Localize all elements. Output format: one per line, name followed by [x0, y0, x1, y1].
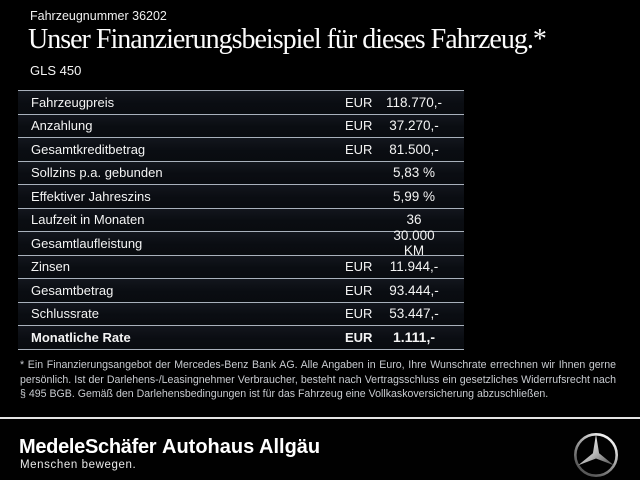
row-label: Monatliche Rate: [31, 329, 131, 345]
table-row: Anzahlung EUR 37.270,-: [18, 113, 464, 137]
row-currency: EUR: [345, 306, 373, 322]
row-value: 5,83 %: [392, 165, 436, 181]
table-row: Sollzins p.a. gebunden 5,83 %: [18, 160, 464, 184]
table-row: Gesamtbetrag EUR 93.444,-: [18, 278, 464, 302]
row-label: Effektiver Jahreszins: [31, 188, 151, 204]
row-label: Laufzeit in Monaten: [31, 212, 145, 228]
row-label: Sollzins p.a. gebunden: [31, 165, 163, 181]
row-label: Schlussrate: [31, 306, 99, 322]
row-value: 118.770,-: [385, 94, 443, 110]
table-row: Fahrzeugpreis EUR 118.770,-: [18, 90, 464, 114]
row-value: 93.444,-: [389, 282, 439, 298]
row-value: 5,99 %: [392, 188, 436, 204]
row-value: 53.447,-: [389, 306, 439, 322]
row-value: 36: [406, 212, 422, 228]
row-currency: EUR: [345, 329, 373, 345]
footer-divider: [0, 417, 640, 419]
row-label: Zinsen: [31, 259, 71, 275]
dealer-secondary-name: Autohaus Allgäu: [162, 436, 321, 458]
table-row: Schlussrate EUR 53.447,-: [18, 301, 464, 325]
mercedes-star-icon: [571, 430, 621, 480]
row-value: 1.111,-: [392, 329, 436, 346]
vehicle-model: GLS 450: [30, 63, 82, 78]
dealer-logo-text: MedeleSchäfer: [19, 436, 157, 458]
row-label: Gesamtlaufleistung: [31, 235, 143, 251]
table-row: Gesamtlaufleistung 30.000 KM: [18, 228, 464, 259]
vehicle-number: Fahrzeugnummer 36202: [30, 9, 167, 23]
row-value: 37.270,-: [389, 118, 439, 134]
row-currency: EUR: [345, 118, 373, 134]
row-value: 11.944,-: [389, 259, 439, 275]
table-row: Laufzeit in Monaten 36: [18, 207, 464, 231]
row-currency: EUR: [345, 259, 373, 275]
row-currency: EUR: [345, 141, 373, 157]
financing-table: Fahrzeugpreis EUR 118.770,- Anzahlung EU…: [18, 90, 464, 350]
page-title: Unser Finanzierungsbeispiel für dieses F…: [28, 24, 547, 55]
row-label: Gesamtkreditbetrag: [31, 141, 146, 157]
row-currency: EUR: [345, 282, 373, 298]
table-row: Effektiver Jahreszins 5,99 %: [18, 184, 464, 208]
legal-footnote: * Ein Finanzierungsangebot der Mercedes-…: [20, 359, 616, 401]
dealer-tagline: Menschen bewegen.: [20, 459, 137, 471]
row-value: 30.000 KM: [393, 228, 435, 259]
row-currency: EUR: [345, 94, 373, 110]
row-label: Gesamtbetrag: [31, 282, 114, 298]
footer-bar: [0, 419, 640, 480]
row-label: Anzahlung: [31, 118, 93, 134]
row-label: Fahrzeugpreis: [31, 94, 115, 110]
table-row: Gesamtkreditbetrag EUR 81.500,-: [18, 137, 464, 161]
table-row-monthly-rate: Monatliche Rate EUR 1.111,-: [18, 325, 464, 349]
table-row: Zinsen EUR 11.944,-: [18, 254, 464, 278]
row-value: 81.500,-: [389, 141, 439, 157]
